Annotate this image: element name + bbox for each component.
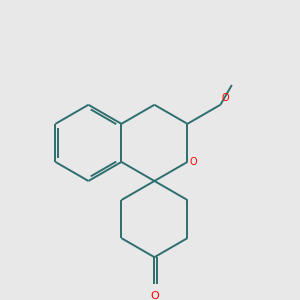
Text: O: O bbox=[150, 291, 159, 300]
Text: O: O bbox=[190, 157, 197, 167]
Text: O: O bbox=[222, 93, 230, 103]
